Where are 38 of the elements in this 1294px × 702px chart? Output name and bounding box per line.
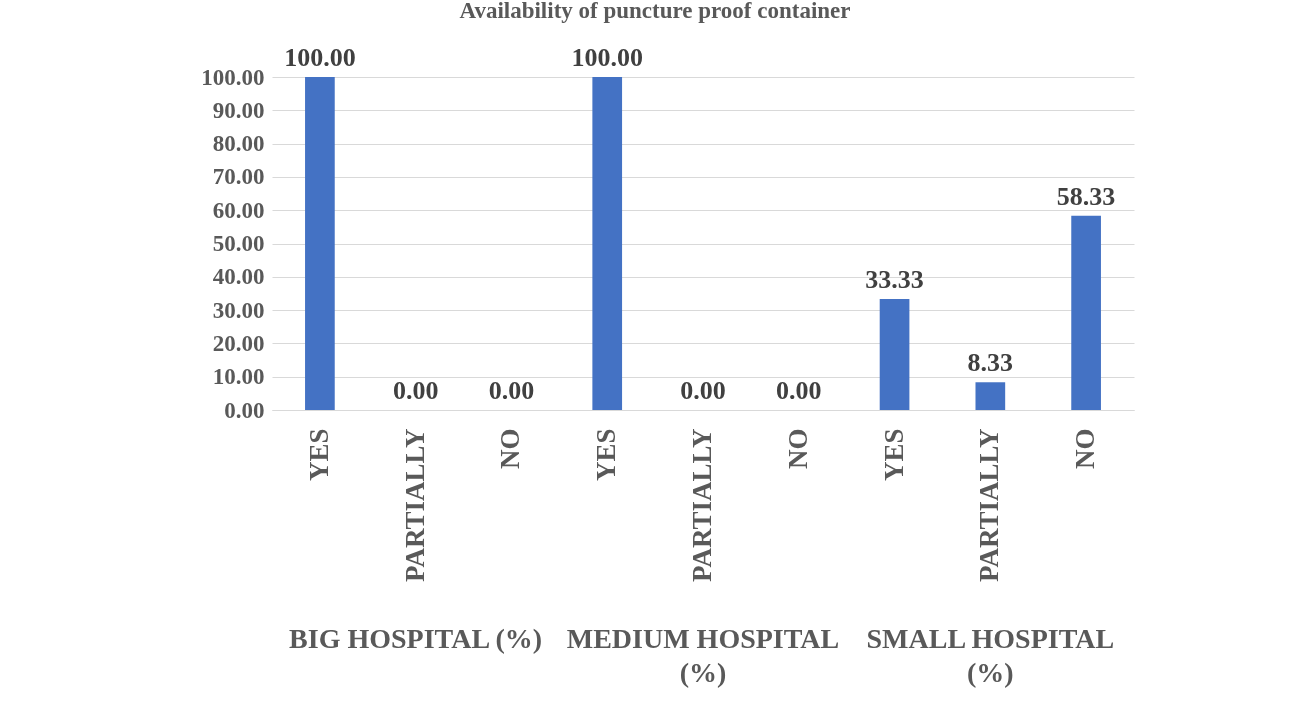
- x-tick-label: YES: [303, 428, 334, 482]
- y-tick-label: 30.00: [212, 297, 265, 323]
- bar: [305, 77, 335, 410]
- y-tick-label: 20.00: [212, 330, 265, 356]
- data-label: 33.33: [865, 265, 924, 295]
- text: SMALL HOSPITAL (%): [865, 622, 1116, 690]
- y-tick-label: 90.00: [212, 97, 265, 123]
- chart-title: Availability of puncture proof container: [459, 0, 851, 23]
- data-label: 0.00: [680, 376, 726, 405]
- bar: [1071, 215, 1101, 410]
- x-tick-label: YES: [591, 428, 622, 482]
- x-tick-label: NO: [782, 428, 813, 469]
- y-tick-label: 80.00: [212, 131, 265, 157]
- y-tick-label: 100.00: [201, 64, 265, 90]
- data-label: 58.33: [1056, 181, 1116, 211]
- text: BIG HOSPITAL (%): [288, 622, 544, 656]
- data-label: 0.00: [488, 376, 535, 405]
- bar: [592, 77, 623, 410]
- data-label: 8.33: [967, 348, 1014, 378]
- y-tick-label: 70.00: [212, 164, 265, 190]
- x-tick-label: YES: [878, 428, 909, 482]
- bar: [975, 382, 1006, 410]
- x-tick-label: PARTIALLY: [687, 428, 717, 583]
- data-label: 0.00: [392, 376, 439, 405]
- x-tick-label: NO: [495, 428, 526, 469]
- x-tick-label: PARTIALLY: [399, 428, 430, 583]
- data-label: 100.00: [284, 43, 356, 72]
- x-tick-label: PARTIALLY: [974, 428, 1005, 583]
- data-label: 100.00: [571, 43, 643, 72]
- y-tick-label: 50.00: [212, 231, 265, 256]
- y-tick-label: 10.00: [212, 364, 265, 390]
- y-tick-label: 40.00: [212, 264, 265, 290]
- y-tick-label: 60.00: [212, 197, 265, 223]
- y-tick-label: 0.00: [224, 397, 265, 423]
- bar: [879, 299, 910, 410]
- text: MEDIUM HOSPITAL (%): [565, 622, 841, 690]
- data-label: 0.00: [776, 376, 822, 405]
- x-tick-label: NO: [1070, 428, 1101, 469]
